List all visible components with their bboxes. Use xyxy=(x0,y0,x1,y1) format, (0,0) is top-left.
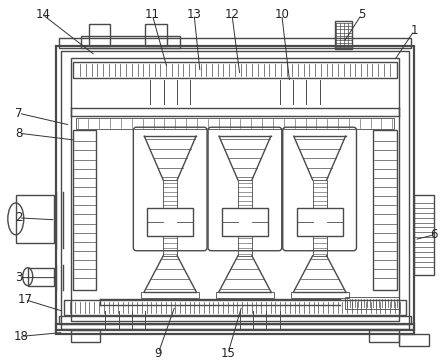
Bar xyxy=(369,331,399,343)
Bar xyxy=(216,292,274,297)
Bar xyxy=(70,331,101,343)
Bar xyxy=(56,324,414,331)
Text: 12: 12 xyxy=(225,8,240,21)
Bar xyxy=(56,46,414,335)
Text: 9: 9 xyxy=(155,347,162,360)
Bar xyxy=(61,51,409,329)
Bar xyxy=(81,36,180,48)
Bar xyxy=(345,297,399,309)
Bar xyxy=(373,130,397,290)
Text: 15: 15 xyxy=(221,347,235,360)
Bar xyxy=(70,59,399,321)
Bar xyxy=(28,268,54,286)
Bar xyxy=(334,21,353,48)
Bar xyxy=(147,208,193,236)
Text: 6: 6 xyxy=(431,228,438,241)
Bar xyxy=(313,236,326,256)
Bar xyxy=(58,37,411,48)
Bar xyxy=(399,335,429,347)
Bar xyxy=(76,118,394,129)
Bar xyxy=(222,208,268,236)
Text: 14: 14 xyxy=(35,8,50,21)
Text: 17: 17 xyxy=(17,293,32,306)
Bar xyxy=(238,236,252,256)
Bar xyxy=(89,24,110,46)
Bar xyxy=(163,180,177,208)
Text: 8: 8 xyxy=(15,127,23,140)
Bar xyxy=(73,63,397,78)
Bar xyxy=(64,300,406,316)
Bar xyxy=(73,130,97,290)
Text: 7: 7 xyxy=(15,107,23,120)
Bar xyxy=(414,195,434,275)
Bar xyxy=(58,316,411,324)
Bar xyxy=(291,292,349,297)
Bar xyxy=(16,195,54,243)
Bar xyxy=(313,180,326,208)
Text: 2: 2 xyxy=(15,211,23,224)
Text: 10: 10 xyxy=(274,8,289,21)
Text: 3: 3 xyxy=(15,271,23,284)
Bar xyxy=(163,236,177,256)
Bar xyxy=(141,292,199,297)
Text: 13: 13 xyxy=(187,8,202,21)
Text: 1: 1 xyxy=(411,24,418,37)
Bar xyxy=(238,180,252,208)
Text: 18: 18 xyxy=(13,330,28,343)
Text: 11: 11 xyxy=(145,8,160,21)
Bar xyxy=(297,208,342,236)
Text: 5: 5 xyxy=(358,8,365,21)
Bar xyxy=(145,24,167,46)
